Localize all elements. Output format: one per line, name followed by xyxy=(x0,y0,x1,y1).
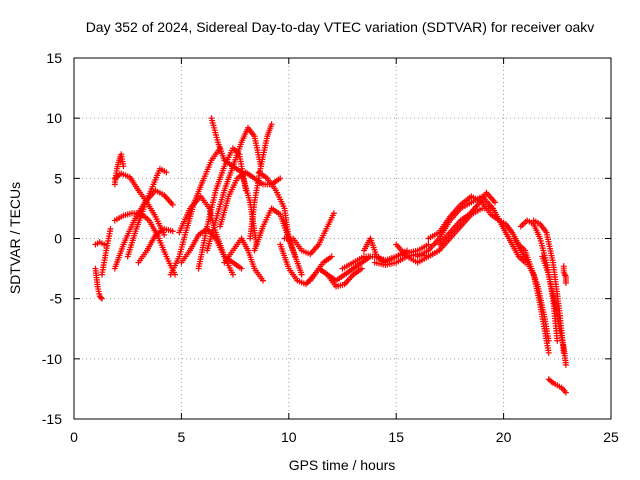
y-axis-label: SDTVAR / TECUs xyxy=(7,182,23,294)
data-point-plus xyxy=(425,241,432,248)
data-point-plus xyxy=(330,210,337,217)
data-point-plus xyxy=(169,228,176,235)
data-series xyxy=(135,225,176,266)
grid-layer xyxy=(74,58,611,419)
data-point-plus xyxy=(98,295,105,302)
data-point-plus xyxy=(101,241,108,248)
data-series xyxy=(307,265,365,290)
data-series xyxy=(92,265,105,302)
data-series xyxy=(425,193,503,242)
data-series xyxy=(111,151,127,188)
data-point-plus xyxy=(268,121,275,128)
data-point-plus xyxy=(163,169,170,176)
y-tick-label: 5 xyxy=(54,170,62,186)
data-point-plus xyxy=(169,201,176,208)
data-series xyxy=(247,121,275,242)
data-series xyxy=(539,253,569,368)
x-tick-label: 20 xyxy=(496,429,512,445)
chart-title: Day 352 of 2024, Sidereal Day-to-day VTE… xyxy=(86,19,595,35)
data-point-plus xyxy=(238,265,245,272)
data-point-plus xyxy=(554,337,561,344)
data-point-plus xyxy=(562,280,569,287)
data-series xyxy=(436,189,499,248)
x-tick-label: 0 xyxy=(70,429,78,445)
data-point-plus xyxy=(107,225,114,232)
data-series xyxy=(281,210,337,258)
data-point-plus xyxy=(277,175,284,182)
data-point-plus xyxy=(328,253,335,260)
data-point-plus xyxy=(260,277,267,284)
x-tick-label: 5 xyxy=(178,429,186,445)
data-point-plus xyxy=(120,163,127,170)
data-point-plus xyxy=(492,199,499,206)
data-point-plus xyxy=(298,271,305,278)
data-point-plus xyxy=(229,271,236,278)
data-layer xyxy=(92,115,569,396)
y-tick-label: -15 xyxy=(42,411,62,427)
data-series xyxy=(511,235,552,356)
y-tick-label: 15 xyxy=(46,50,62,66)
data-series xyxy=(208,115,264,170)
data-series xyxy=(217,169,284,230)
y-tick-label: 10 xyxy=(46,110,62,126)
x-tick-label: 15 xyxy=(388,429,404,445)
data-series xyxy=(545,376,569,396)
data-series xyxy=(124,165,170,260)
data-point-plus xyxy=(403,247,410,254)
y-tick-label: 0 xyxy=(54,231,62,247)
x-axis-label: GPS time / hours xyxy=(289,457,396,473)
x-tick-label: 10 xyxy=(281,429,297,445)
data-point-plus xyxy=(292,253,299,260)
data-series xyxy=(167,145,224,278)
data-series xyxy=(255,169,299,260)
data-series xyxy=(111,210,178,278)
data-series xyxy=(92,239,108,248)
y-tick-label: -5 xyxy=(50,291,63,307)
data-series xyxy=(98,225,114,278)
data-series xyxy=(277,241,335,288)
data-point-plus xyxy=(97,294,104,301)
data-point-plus xyxy=(562,361,569,368)
data-series xyxy=(251,205,305,278)
data-point-plus xyxy=(562,389,569,396)
data-point-plus xyxy=(358,265,365,272)
data-series xyxy=(111,170,168,238)
tick-layer: 0 5 10 15 20 25 -15 -10 -5 0 5 10 15 xyxy=(42,50,619,445)
y-tick-label: -10 xyxy=(42,351,62,367)
data-point-plus xyxy=(545,349,552,356)
data-series xyxy=(517,217,561,344)
x-tick-label: 25 xyxy=(603,429,619,445)
data-series xyxy=(560,263,569,287)
data-point-plus xyxy=(161,231,168,238)
data-series xyxy=(221,235,267,284)
